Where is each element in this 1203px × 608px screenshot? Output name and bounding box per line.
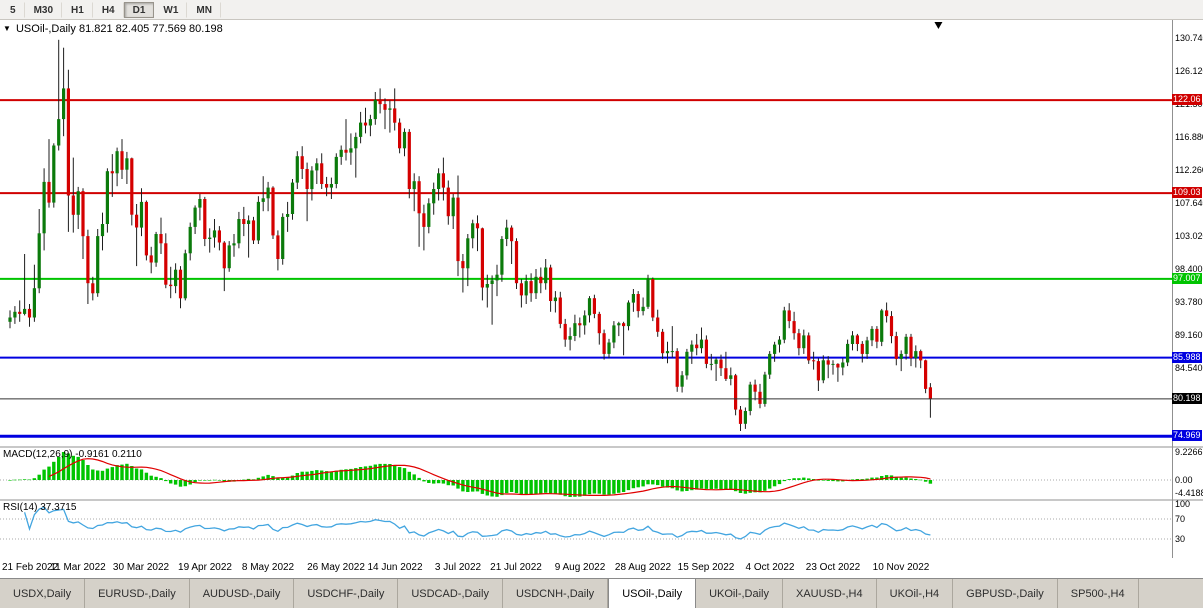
chart-tabs-bar: USDX,Daily EURUSD-,Daily AUDUSD-,Daily U… <box>0 578 1203 608</box>
date-label: 4 Oct 2022 <box>745 562 795 573</box>
timeframe-button-w1[interactable]: W1 <box>154 1 188 18</box>
price-tick-label: 98.400 <box>1175 264 1203 274</box>
rsi-axis-100: 100 <box>1175 499 1191 509</box>
date-label: 23 Oct 2022 <box>805 562 861 573</box>
date-label: 28 Aug 2022 <box>614 562 672 573</box>
price-tick-label: 103.020 <box>1175 231 1203 241</box>
rsi-indicator-label: RSI(14) 37.3715 <box>3 502 76 513</box>
timeframe-button-d1[interactable]: D1 <box>123 1 155 18</box>
timeframe-button-mn[interactable]: MN <box>187 1 221 18</box>
price-level-label: 122.06 <box>1172 94 1202 106</box>
price-level-label: 97.007 <box>1172 272 1202 284</box>
macd-values: -0.9161 0.2110 <box>75 449 142 460</box>
chart-ohlc-values: 81.821 82.405 77.569 80.198 <box>78 23 223 35</box>
tab-sp500-h4[interactable]: SP500-,H4 <box>1058 579 1139 608</box>
tab-usdchf-daily[interactable]: USDCHF-,Daily <box>294 579 399 608</box>
rsi-name: RSI(14) <box>3 502 38 513</box>
date-label: 21 Feb 2022 <box>2 562 59 573</box>
date-label: 26 May 2022 <box>307 562 365 573</box>
price-tick-label: 126.120 <box>1175 66 1203 77</box>
macd-indicator-label: MACD(12,26,9) -0.9161 0.2110 <box>3 449 142 460</box>
price-level-label: 85.988 <box>1172 351 1202 363</box>
macd-axis-max: 9.2266 <box>1175 447 1203 457</box>
macd-axis-zero: 0.00 <box>1175 475 1193 485</box>
price-axis[interactable]: 130.740126.120121.500116.880112.260107.6… <box>1172 20 1203 558</box>
price-tick-label: 130.740 <box>1175 33 1203 44</box>
timeframe-toolbar: 5 M30 H1 H4 D1 W1 MN <box>0 0 1203 20</box>
tab-usdcad-daily[interactable]: USDCAD-,Daily <box>398 579 503 608</box>
tab-eurusd-daily[interactable]: EURUSD-,Daily <box>85 579 190 608</box>
price-tick-label: 93.780 <box>1175 297 1203 307</box>
macd-histogram <box>8 452 933 497</box>
rsi-axis-70: 70 <box>1175 514 1186 524</box>
timeframe-button-m30[interactable]: M30 <box>25 1 63 18</box>
collapse-triangle-icon[interactable]: ▼ <box>3 24 11 33</box>
date-label: 8 May 2022 <box>241 562 295 573</box>
tab-ukoil-daily[interactable]: UKOil-,Daily <box>696 579 783 608</box>
rsi-line <box>23 506 931 540</box>
macd-signal-line <box>48 458 931 496</box>
current-price-label: 80.198 <box>1172 392 1202 404</box>
price-level-label: 74.969 <box>1172 430 1202 442</box>
tab-gbpusd-daily[interactable]: GBPUSD-,Daily <box>953 579 1058 608</box>
date-label: 21 Jul 2022 <box>490 562 542 573</box>
rsi-value: 37.3715 <box>40 502 77 513</box>
tab-usdx-daily[interactable]: USDX,Daily <box>0 579 86 608</box>
rsi-axis-30: 30 <box>1175 534 1186 544</box>
chart-area[interactable]: ▼ USOil-,Daily 81.821 82.405 77.569 80.1… <box>0 20 1203 559</box>
chart-symbol-label: USOil-,Daily <box>15 23 76 35</box>
chart-shift-marker-icon[interactable] <box>934 22 943 29</box>
timeframe-button-h1[interactable]: H1 <box>62 1 93 18</box>
tab-xauusd-h4[interactable]: XAUUSD-,H4 <box>783 579 877 608</box>
macd-axis-min: -4.4188 <box>1175 488 1203 498</box>
date-label: 15 Sep 2022 <box>677 562 735 573</box>
date-label: 30 Mar 2022 <box>112 562 170 573</box>
time-axis[interactable]: 21 Feb 2022 11 Mar 2022 30 Mar 2022 19 Apr … <box>0 558 1203 578</box>
tab-audusd-daily[interactable]: AUDUSD-,Daily <box>190 579 295 608</box>
timeframe-button-5[interactable]: 5 <box>1 1 25 18</box>
date-label: 10 Nov 2022 <box>872 562 930 573</box>
date-label: 14 Jun 2022 <box>367 562 423 573</box>
chart-canvas[interactable] <box>0 20 1203 558</box>
tab-usdcnh-daily[interactable]: USDCNH-,Daily <box>503 579 609 608</box>
price-tick-label: 116.880 <box>1175 132 1203 143</box>
price-level-label: 109.03 <box>1172 187 1202 199</box>
timeframe-button-h4[interactable]: H4 <box>93 1 124 18</box>
price-tick-label: 107.640 <box>1175 198 1203 208</box>
date-label: 11 Mar 2022 <box>50 562 106 573</box>
price-tick-label: 112.260 <box>1175 165 1203 175</box>
tab-ukoil-h4[interactable]: UKOil-,H4 <box>877 579 954 608</box>
date-label: 3 Jul 2022 <box>434 562 482 573</box>
price-tick-label: 84.540 <box>1175 362 1203 373</box>
date-label: 9 Aug 2022 <box>554 562 606 573</box>
tab-usoil-daily[interactable]: USOil-,Daily <box>608 579 697 608</box>
candlestick-series <box>8 39 932 431</box>
date-label: 19 Apr 2022 <box>178 562 232 573</box>
macd-name: MACD(12,26,9) <box>3 449 73 460</box>
price-tick-label: 89.160 <box>1175 329 1203 340</box>
chart-title: ▼ USOil-,Daily 81.821 82.405 77.569 80.1… <box>3 23 223 35</box>
